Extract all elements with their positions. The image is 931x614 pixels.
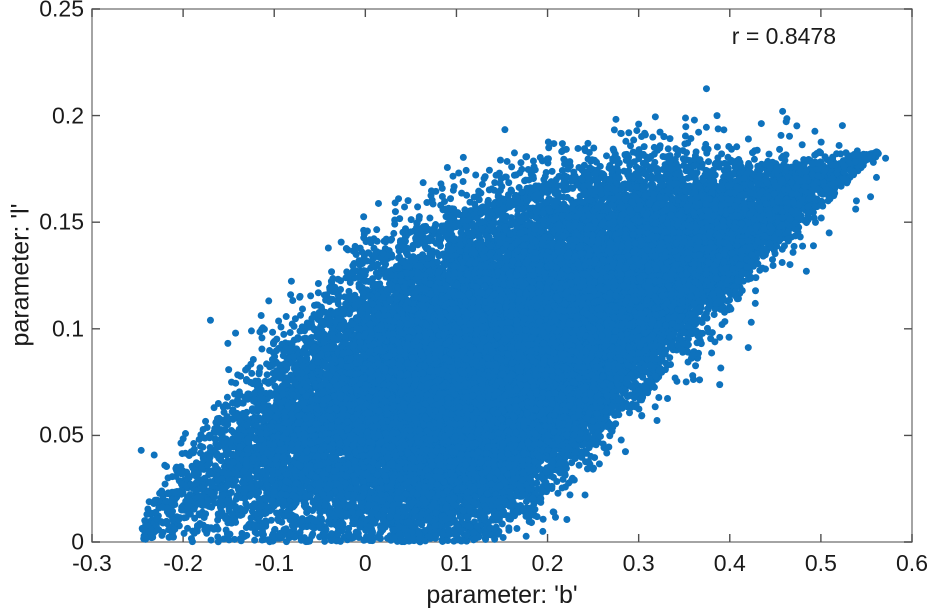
x-tick-label: 0.4 [713,550,746,576]
x-tick-label: 0.2 [531,550,564,576]
x-axis-label: parameter: 'b' [426,581,578,609]
x-tick-label: 0.5 [804,550,837,576]
x-tick-label: -0.3 [72,550,112,576]
y-tick-label: 0 [71,528,84,555]
x-tick-label: 0.3 [622,550,655,576]
y-tick-label: 0.15 [39,208,84,235]
x-tick-label: -0.1 [254,550,295,576]
y-axis-label: parameter: 'l' [6,203,35,347]
correlation-annotation: r = 0.8478 [731,23,836,49]
x-tick-label: 0.6 [896,550,928,576]
x-tick-label: 0.1 [440,550,473,576]
y-tick-label: 0.2 [52,102,84,129]
x-tick-label: 0 [358,550,372,576]
y-tick-label: 0.05 [39,421,84,448]
y-tick-label: 0.1 [52,315,84,342]
x-tick-label: -0.2 [163,550,203,576]
y-tick-label: 0.25 [39,0,84,22]
